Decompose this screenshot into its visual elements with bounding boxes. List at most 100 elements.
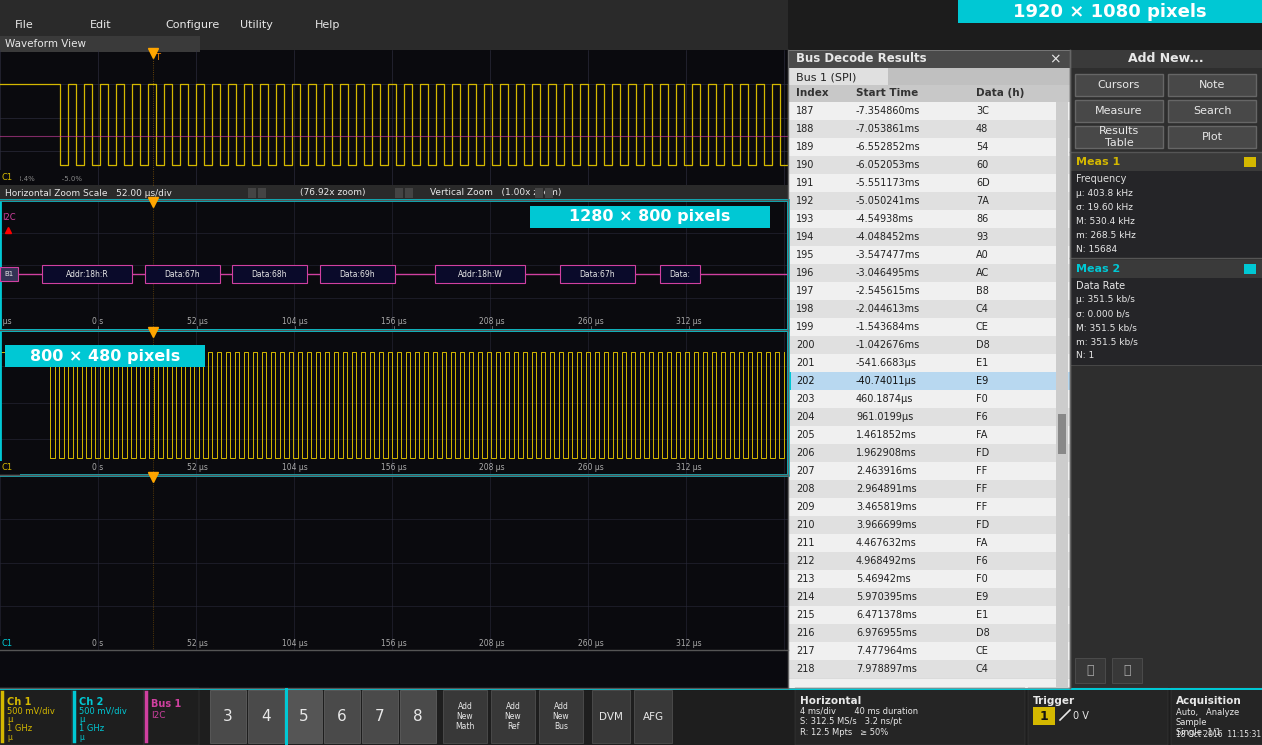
Text: D8: D8 bbox=[976, 340, 989, 350]
Text: 0 s: 0 s bbox=[92, 638, 103, 647]
Bar bbox=[787, 498, 1070, 516]
Text: 🗑: 🗑 bbox=[1123, 665, 1131, 677]
Bar bbox=[1070, 50, 1262, 688]
Text: 104 μs: 104 μs bbox=[283, 463, 308, 472]
Bar bbox=[1075, 658, 1106, 683]
Text: Add
New
Ref: Add New Ref bbox=[505, 702, 521, 732]
Text: 1 GHz: 1 GHz bbox=[80, 724, 105, 733]
Text: F0: F0 bbox=[976, 394, 988, 404]
Text: 961.0199μs: 961.0199μs bbox=[856, 412, 914, 422]
Text: 4: 4 bbox=[261, 709, 271, 724]
Text: M: 530.4 kHz: M: 530.4 kHz bbox=[1076, 217, 1135, 226]
Bar bbox=[592, 690, 630, 743]
Text: -3.046495ms: -3.046495ms bbox=[856, 268, 920, 278]
Bar bbox=[1169, 100, 1256, 122]
Text: Data:67h: Data:67h bbox=[579, 270, 616, 279]
Text: -7.053861ms: -7.053861ms bbox=[856, 124, 920, 134]
Text: 188: 188 bbox=[796, 124, 814, 134]
Text: 7.978897ms: 7.978897ms bbox=[856, 664, 917, 674]
Bar bbox=[1070, 260, 1262, 278]
Text: 500 mV/div: 500 mV/div bbox=[8, 706, 54, 715]
Bar bbox=[787, 408, 1070, 426]
Bar bbox=[787, 50, 1070, 688]
Text: F6: F6 bbox=[976, 412, 988, 422]
Text: 312 μs: 312 μs bbox=[676, 317, 702, 326]
Text: C1: C1 bbox=[3, 638, 13, 647]
Text: 🔍: 🔍 bbox=[1087, 665, 1094, 677]
Text: Ch 1: Ch 1 bbox=[8, 697, 32, 707]
Text: m: 351.5 kb/s: m: 351.5 kb/s bbox=[1076, 337, 1138, 346]
Text: -6.052053ms: -6.052053ms bbox=[856, 160, 920, 170]
Text: Search: Search bbox=[1193, 106, 1232, 116]
Bar bbox=[0, 330, 787, 475]
Text: DVM: DVM bbox=[599, 711, 623, 721]
Text: -40.74011μs: -40.74011μs bbox=[856, 376, 917, 386]
Text: Measure: Measure bbox=[1095, 106, 1143, 116]
Bar bbox=[787, 642, 1070, 660]
Text: 205: 205 bbox=[796, 430, 815, 440]
Text: Meas 2: Meas 2 bbox=[1076, 264, 1121, 274]
Text: 190: 190 bbox=[796, 160, 814, 170]
Bar bbox=[787, 85, 1070, 102]
Text: 189: 189 bbox=[796, 142, 814, 152]
Text: Addr:18h:R: Addr:18h:R bbox=[66, 270, 109, 279]
Text: 208: 208 bbox=[796, 484, 814, 494]
Text: S: 312.5 MS/s   3.2 ns/pt: S: 312.5 MS/s 3.2 ns/pt bbox=[800, 717, 902, 726]
Text: T: T bbox=[155, 54, 160, 63]
Text: Data:67h: Data:67h bbox=[164, 270, 201, 279]
Text: C4: C4 bbox=[976, 664, 989, 674]
Text: 52 μs: 52 μs bbox=[187, 463, 207, 472]
Text: 195: 195 bbox=[796, 250, 814, 260]
Text: N: 15684: N: 15684 bbox=[1076, 244, 1117, 253]
Text: 193: 193 bbox=[796, 214, 814, 224]
Text: Waveform View: Waveform View bbox=[5, 39, 86, 49]
Text: 86: 86 bbox=[976, 214, 988, 224]
Text: σ: 19.60 kHz: σ: 19.60 kHz bbox=[1076, 203, 1133, 212]
Bar bbox=[787, 102, 1070, 120]
Text: 156 μs: 156 μs bbox=[381, 463, 406, 472]
Text: 3.465819ms: 3.465819ms bbox=[856, 502, 916, 512]
Text: FF: FF bbox=[976, 466, 987, 476]
Bar bbox=[787, 588, 1070, 606]
Text: FF: FF bbox=[976, 502, 987, 512]
Bar bbox=[1034, 707, 1055, 725]
Text: Add New...: Add New... bbox=[1128, 52, 1204, 66]
Text: 192: 192 bbox=[796, 196, 814, 206]
Text: 5.970395ms: 5.970395ms bbox=[856, 592, 917, 602]
Bar bbox=[249, 188, 256, 198]
Text: Note: Note bbox=[1199, 80, 1225, 90]
Text: μ: μ bbox=[80, 733, 83, 742]
Text: μ: 403.8 kHz: μ: 403.8 kHz bbox=[1076, 188, 1133, 197]
Text: E1: E1 bbox=[976, 610, 988, 620]
Text: Add
New
Bus: Add New Bus bbox=[553, 702, 569, 732]
Text: FD: FD bbox=[976, 448, 989, 458]
Text: 1.962908ms: 1.962908ms bbox=[856, 448, 916, 458]
Bar bbox=[395, 188, 403, 198]
Bar bbox=[1075, 74, 1164, 96]
Bar bbox=[787, 156, 1070, 174]
Bar bbox=[787, 300, 1070, 318]
Bar bbox=[0, 50, 787, 688]
Text: 260 μs: 260 μs bbox=[578, 463, 604, 472]
Text: -52 μs: -52 μs bbox=[0, 638, 11, 647]
Text: 1280 × 800 pixels: 1280 × 800 pixels bbox=[569, 209, 731, 224]
Text: 0 V: 0 V bbox=[1073, 711, 1089, 721]
Text: 104 μs: 104 μs bbox=[283, 317, 308, 326]
Text: Index: Index bbox=[796, 88, 829, 98]
Bar bbox=[405, 188, 413, 198]
Text: 0 s: 0 s bbox=[92, 463, 103, 472]
Text: D8: D8 bbox=[976, 628, 989, 638]
Text: 1 GHz: 1 GHz bbox=[8, 724, 32, 733]
Text: 6.471378ms: 6.471378ms bbox=[856, 610, 916, 620]
Text: 216: 216 bbox=[796, 628, 814, 638]
Bar bbox=[1169, 74, 1256, 96]
Text: B8: B8 bbox=[976, 286, 989, 296]
Bar bbox=[787, 246, 1070, 264]
Bar bbox=[0, 688, 72, 745]
Text: Sample: Sample bbox=[1176, 718, 1208, 727]
Text: -4.54938ms: -4.54938ms bbox=[856, 214, 914, 224]
Bar bbox=[1112, 658, 1142, 683]
Text: Meas 1: Meas 1 bbox=[1076, 157, 1121, 167]
Text: Single: 1/1: Single: 1/1 bbox=[1176, 728, 1220, 737]
Bar bbox=[787, 192, 1070, 210]
